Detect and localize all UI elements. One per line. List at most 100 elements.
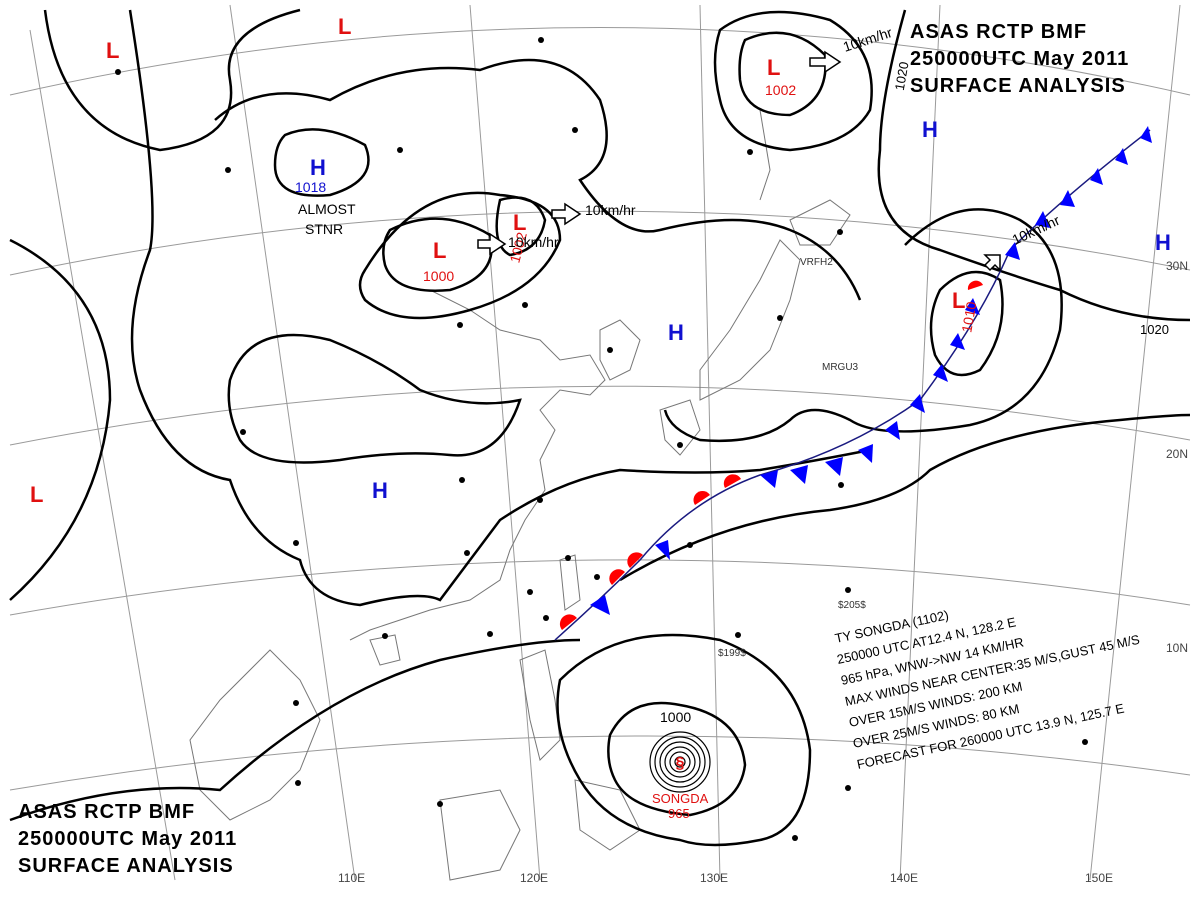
low-symbol-1002-center: L	[513, 210, 526, 235]
top-title-line-2: 250000UTC May 2011	[910, 48, 1129, 70]
movement-label-center-low: 10km/hr	[585, 202, 636, 218]
movement-arrow-icon	[477, 232, 507, 256]
high-symbol-ne: H	[922, 117, 938, 142]
isobar-ne-ring	[713, 10, 873, 152]
meridian-130e	[699, 4, 721, 881]
bottom-title-line-2: 250000UTC May 2011	[18, 828, 237, 850]
isobar-value-labels: 1020 1020 1000	[660, 61, 1169, 725]
warm-front-bump	[723, 474, 741, 488]
low-symbol-1002-north: L	[767, 55, 780, 80]
low-value-1000: 1000	[423, 268, 454, 284]
parallel-30n	[9, 210, 1191, 276]
graticule	[9, 4, 1191, 881]
isobar-west	[128, 9, 871, 607]
meridian-100e	[29, 29, 176, 881]
station-code-mrgu3: MRGU3	[822, 362, 859, 373]
bottom-title-line-1: ASAS RCTP BMF	[18, 801, 195, 823]
typhoon-ring-3	[659, 741, 701, 783]
lon-label-110e: 110E	[338, 871, 365, 885]
station-marker	[487, 631, 493, 637]
cold-front-barb	[1090, 168, 1103, 185]
movement-arrows	[477, 50, 1001, 272]
bottom-title-line-3: SURFACE ANALYSIS	[18, 855, 234, 877]
warm-front-bumps	[559, 280, 983, 630]
fronts	[554, 126, 1152, 641]
warm-front-bump	[693, 490, 710, 505]
isobars	[9, 8, 1191, 847]
china-coast	[349, 289, 606, 641]
station-marker	[838, 482, 844, 488]
cold-front-barb	[760, 470, 778, 488]
meridian-120e	[469, 4, 541, 881]
station-marker	[225, 167, 231, 173]
station-marker	[792, 835, 798, 841]
longitude-labels: 110E 120E 130E 140E 150E	[338, 871, 1113, 885]
bottom-title: ASAS RCTP BMF 250000UTC May 2011 SURFACE…	[18, 801, 237, 877]
cold-front-barb	[1115, 148, 1128, 165]
station-marker	[382, 633, 388, 639]
station-marker	[747, 149, 753, 155]
station-marker	[397, 147, 403, 153]
low-symbol-nw: L	[106, 38, 119, 63]
parallel-0	[9, 735, 1191, 791]
station-marker	[437, 801, 443, 807]
station-marker	[457, 322, 463, 328]
typhoon-pressure: 965	[668, 806, 690, 821]
station-marker	[293, 700, 299, 706]
high-value-1018: 1018	[295, 179, 326, 195]
parallel-10n	[9, 559, 1191, 616]
top-title-line-3: SURFACE ANALYSIS	[910, 75, 1126, 97]
movement-arrow-icon	[809, 50, 842, 74]
korea-coast	[599, 319, 641, 381]
cold-front-barb	[965, 298, 980, 315]
station-marker	[594, 574, 600, 580]
station-marker	[538, 37, 544, 43]
isobar-label-1020-north: 1020	[892, 61, 912, 92]
isobar-large-ring	[214, 58, 862, 301]
station-marker	[459, 477, 465, 483]
lon-label-150e: 150E	[1085, 871, 1113, 885]
isobar-low-1010	[929, 270, 1004, 377]
typhoon-ring-4	[664, 746, 696, 778]
typhoon-ring-6	[674, 756, 686, 768]
isobar-low-1002-ring	[358, 191, 562, 320]
station-marker	[527, 589, 533, 595]
top-title-line-1: ASAS RCTP BMF	[910, 21, 1087, 43]
low-value-1002-center: 1002	[506, 230, 530, 264]
lat-label-20n: 20N	[1166, 447, 1188, 461]
station-markers	[115, 37, 1088, 841]
lon-label-140e: 140E	[890, 871, 918, 885]
meridian-150e	[1089, 4, 1181, 881]
parallel-20n	[9, 385, 1191, 446]
luzon	[519, 649, 561, 761]
station-marker	[1082, 739, 1088, 745]
station-code-vrfh2: VRFH2	[800, 257, 833, 268]
station-marker	[687, 542, 693, 548]
mindanao	[574, 779, 641, 851]
movement-arrow-icon	[983, 254, 1001, 272]
isobar-label-1020-east: 1020	[1140, 322, 1169, 337]
isobar-small-low	[495, 196, 547, 257]
borneo	[439, 789, 521, 881]
station-marker	[607, 347, 613, 353]
station-code-labels: VRFH2 MRGU3 $205$ $199$	[718, 257, 866, 659]
typhoon-core	[649, 731, 711, 793]
station-marker	[845, 587, 851, 593]
typhoon-ring-5	[669, 751, 691, 773]
cold-front-barb	[1060, 190, 1075, 207]
high-symbol-east: H	[1155, 230, 1171, 255]
isobar-label-1000: 1000	[660, 709, 691, 725]
station-marker	[293, 540, 299, 546]
high-symbol-japan: H	[668, 320, 684, 345]
cold-front-barb	[1005, 242, 1020, 260]
typhoon-name: SONGDA	[652, 791, 709, 806]
isobar-north-ridge	[43, 8, 301, 152]
meridian-110e	[229, 4, 356, 881]
coastlines	[189, 109, 851, 881]
low-value-1010: 1010	[958, 300, 979, 334]
typhoon-labels: SONGDA 965	[652, 791, 709, 821]
isobar-low-1000	[382, 217, 493, 292]
cold-front-barb	[933, 364, 948, 382]
station-marker	[537, 497, 543, 503]
